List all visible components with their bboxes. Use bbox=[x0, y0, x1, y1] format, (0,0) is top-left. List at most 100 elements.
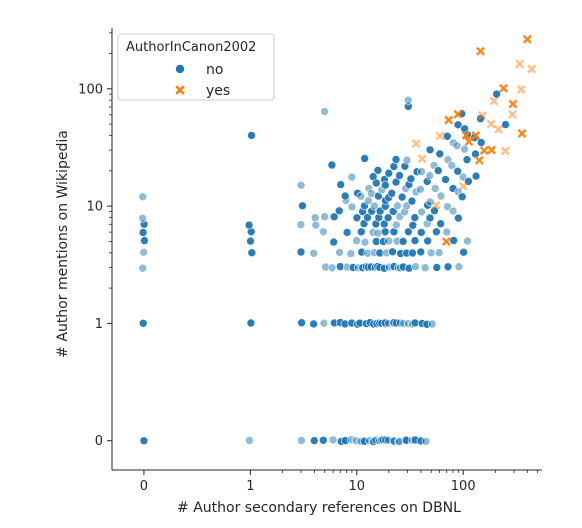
point-no bbox=[327, 160, 337, 170]
point-no bbox=[140, 236, 149, 245]
legend-marker-no bbox=[175, 64, 185, 74]
point-no bbox=[319, 318, 329, 328]
point-no bbox=[391, 220, 401, 230]
y-tick-label: 10 bbox=[86, 200, 103, 215]
point-no bbox=[432, 263, 442, 272]
point-no bbox=[356, 227, 366, 237]
point-no bbox=[447, 161, 457, 170]
point-no bbox=[246, 318, 256, 328]
point-no bbox=[410, 318, 420, 328]
point-no bbox=[453, 166, 463, 176]
point-no bbox=[352, 236, 361, 245]
point-no bbox=[407, 196, 417, 206]
point-no bbox=[370, 201, 379, 211]
point-no bbox=[442, 227, 452, 237]
point-no bbox=[356, 191, 366, 201]
point-no bbox=[318, 227, 328, 237]
point-yes bbox=[479, 146, 489, 155]
legend-label-no: no bbox=[206, 62, 223, 78]
point-no bbox=[430, 184, 440, 193]
point-no bbox=[334, 206, 344, 216]
point-no bbox=[309, 319, 318, 329]
point-yes bbox=[461, 130, 471, 140]
point-no bbox=[411, 262, 420, 271]
point-yes bbox=[508, 109, 517, 119]
point-no bbox=[384, 168, 394, 178]
point-no bbox=[501, 120, 510, 129]
point-no bbox=[436, 191, 446, 201]
point-no bbox=[246, 236, 255, 246]
plot-marks bbox=[138, 34, 537, 446]
point-no bbox=[454, 262, 464, 272]
point-no bbox=[247, 248, 257, 257]
legend-marker-yes bbox=[175, 85, 185, 95]
point-no bbox=[347, 172, 357, 182]
point-no bbox=[457, 192, 467, 202]
point-yes bbox=[458, 181, 468, 191]
point-no bbox=[443, 262, 453, 272]
point-no bbox=[417, 167, 426, 176]
point-yes bbox=[464, 137, 474, 147]
point-no bbox=[471, 149, 480, 159]
point-no bbox=[320, 212, 329, 221]
point-no bbox=[383, 213, 393, 222]
point-no bbox=[452, 141, 462, 151]
point-no bbox=[423, 236, 433, 246]
x-tick-label: 100 bbox=[451, 479, 476, 494]
x-tick-label: 1 bbox=[246, 479, 254, 494]
point-no bbox=[309, 436, 319, 445]
point-no bbox=[373, 228, 383, 238]
point-no bbox=[384, 236, 394, 246]
point-no bbox=[398, 237, 408, 246]
point-no bbox=[436, 219, 446, 228]
point-no bbox=[393, 201, 402, 211]
y-axis-label: # Author mentions on Wikipedia bbox=[55, 130, 71, 358]
point-no bbox=[402, 155, 412, 165]
point-no bbox=[311, 220, 321, 230]
point-no bbox=[327, 263, 337, 273]
x-tick-label: 10 bbox=[349, 479, 366, 494]
point-no bbox=[454, 213, 463, 223]
point-no bbox=[340, 191, 350, 201]
point-no bbox=[336, 180, 346, 189]
point-yes bbox=[508, 99, 518, 109]
y-tick-label: 1 bbox=[95, 317, 103, 332]
point-no bbox=[442, 132, 452, 141]
point-no bbox=[346, 249, 356, 258]
point-no bbox=[360, 154, 370, 163]
point-no bbox=[363, 213, 372, 222]
point-no bbox=[427, 319, 437, 329]
point-no bbox=[435, 149, 445, 159]
point-no bbox=[425, 171, 435, 180]
point-no bbox=[449, 236, 459, 245]
point-no bbox=[138, 263, 147, 273]
point-no bbox=[441, 175, 450, 184]
point-no bbox=[397, 192, 407, 202]
point-yes bbox=[522, 34, 532, 44]
point-no bbox=[416, 228, 426, 237]
point-no bbox=[138, 192, 148, 201]
point-no bbox=[309, 249, 319, 258]
point-yes bbox=[489, 96, 499, 106]
point-no bbox=[463, 236, 472, 246]
point-no bbox=[296, 181, 306, 190]
point-no bbox=[297, 436, 306, 445]
point-yes bbox=[486, 119, 496, 129]
point-no bbox=[408, 221, 418, 230]
point-no bbox=[360, 237, 370, 247]
point-yes bbox=[517, 129, 527, 138]
point-no bbox=[387, 189, 397, 198]
point-no bbox=[380, 227, 390, 237]
point-yes bbox=[516, 85, 526, 94]
point-yes bbox=[515, 59, 525, 69]
point-no bbox=[421, 437, 431, 446]
point-yes bbox=[487, 145, 496, 155]
point-no bbox=[139, 248, 148, 257]
point-no bbox=[297, 318, 306, 328]
point-no bbox=[371, 237, 381, 246]
legend-title: AuthorInCanon2002 bbox=[126, 40, 256, 55]
point-no bbox=[310, 213, 320, 222]
point-yes bbox=[527, 64, 537, 74]
point-no bbox=[335, 248, 344, 257]
